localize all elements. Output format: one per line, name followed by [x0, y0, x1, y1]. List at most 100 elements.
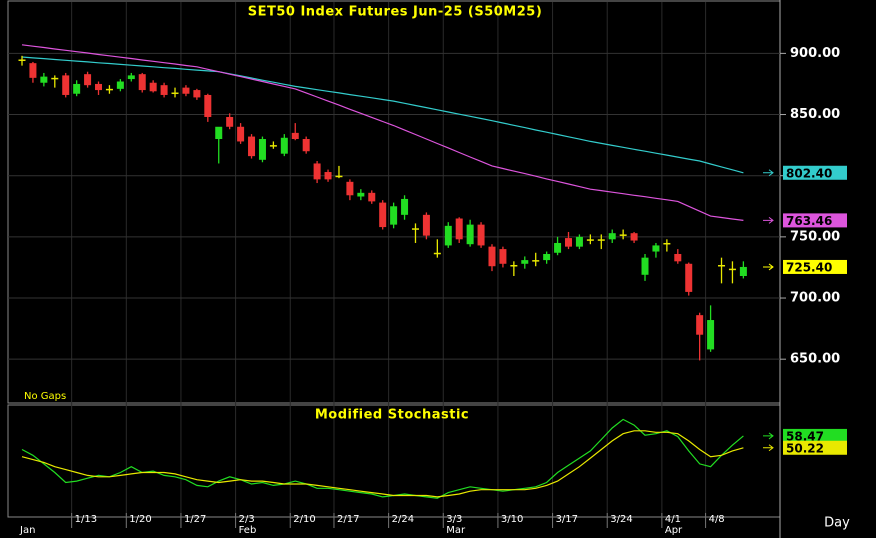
series-line — [21, 56, 744, 174]
candle-body — [29, 63, 37, 78]
x-month-label: Jan — [19, 525, 35, 536]
series-line — [21, 44, 744, 221]
candle-body — [215, 126, 223, 140]
candle-body — [685, 263, 693, 292]
candle-body — [313, 163, 321, 180]
candle-body — [193, 90, 201, 98]
last-value-label-box — [783, 428, 847, 443]
candle-body — [444, 225, 452, 246]
candle-body — [226, 116, 234, 127]
x-tick-label: 3/17 — [556, 514, 578, 525]
candle-body — [565, 238, 572, 247]
candle-body — [652, 245, 660, 252]
candle-body — [18, 59, 26, 61]
x-tick-label: 1/13 — [75, 514, 97, 525]
chart-title: SET50 Index Futures Jun-25 (S50M25) — [248, 5, 543, 20]
candle-body — [455, 218, 463, 240]
candle-body — [696, 315, 704, 335]
candle-body — [127, 75, 135, 80]
candle-body — [488, 246, 496, 267]
candle-body — [608, 233, 616, 240]
y-tick-label: 850.00 — [790, 107, 840, 122]
candle-body — [554, 242, 562, 253]
candle-body — [718, 264, 726, 267]
candle-body — [346, 181, 354, 196]
arrow — [763, 169, 774, 177]
x-tick-label: 2/24 — [392, 514, 414, 525]
candle-body — [335, 175, 343, 178]
y-tick-label: 750.00 — [790, 229, 840, 244]
candle-body — [84, 74, 92, 86]
candle-body — [51, 77, 59, 80]
x-tick-label: 4/8 — [709, 514, 725, 525]
stochastic-panel — [7, 404, 781, 518]
last-value-label-box — [783, 165, 847, 180]
candle-body — [291, 132, 299, 140]
candle-body — [95, 83, 103, 91]
x-tick-label: 2/3 — [239, 514, 255, 525]
x-tick-label: 3/10 — [501, 514, 523, 525]
last-value-label: 763.46 — [786, 214, 832, 228]
candle-body — [663, 242, 671, 245]
candle-body — [280, 137, 288, 154]
x-tick-label: 2/17 — [337, 514, 359, 525]
x-tick-label: 2/10 — [293, 514, 315, 525]
y-tick-label: 900.00 — [790, 46, 840, 61]
last-value-label-box — [783, 213, 847, 228]
x-tick-label: 4/1 — [665, 514, 681, 525]
candle-body — [597, 239, 605, 241]
x-tick-label: 3/3 — [446, 514, 462, 525]
candle-body — [466, 224, 474, 245]
candle-body — [379, 202, 387, 228]
candle-body — [499, 249, 507, 264]
candle-body — [105, 88, 113, 91]
candle-body — [302, 139, 310, 152]
arrow — [763, 432, 774, 440]
candle-body — [422, 214, 430, 236]
x-month-label: Feb — [239, 525, 257, 536]
series-line — [21, 430, 744, 498]
last-value-label: 802.40 — [786, 166, 832, 180]
candle-body — [160, 85, 168, 95]
last-value-label: 50.22 — [786, 441, 824, 455]
plot — [18, 44, 747, 499]
candle-body — [368, 192, 376, 202]
candle-body — [674, 253, 682, 262]
candle-body — [401, 198, 409, 215]
candle-body — [543, 253, 551, 261]
last-value-label: 58.47 — [786, 429, 824, 443]
candle-body — [641, 257, 649, 275]
candle-body — [73, 83, 81, 94]
last-close-label-box — [783, 259, 847, 274]
candle-body — [477, 224, 485, 246]
candle-body — [324, 172, 332, 180]
arrow — [763, 216, 774, 224]
arrow — [763, 444, 774, 452]
candle-body — [433, 252, 441, 255]
candle-body — [532, 260, 540, 262]
candle-body — [510, 264, 518, 267]
arrow — [763, 263, 774, 271]
candle-body — [138, 74, 146, 91]
x-tick-label: 1/20 — [129, 514, 151, 525]
candle-body — [182, 87, 190, 94]
candle-body — [586, 239, 594, 241]
x-month-label: Apr — [665, 525, 683, 536]
candle-body — [521, 260, 529, 264]
candle-body — [116, 81, 124, 89]
candle-body — [630, 233, 638, 241]
stochastic-title: Modified Stochastic — [315, 408, 469, 423]
candle-body — [575, 236, 583, 247]
x-axis-label: Day — [824, 516, 850, 531]
y-tick-label: 650.00 — [790, 352, 840, 367]
candle-body — [390, 206, 398, 225]
main-panel — [7, 0, 781, 404]
x-tick-label: 1/27 — [184, 514, 206, 525]
candle-body — [269, 145, 277, 147]
candle-body — [357, 192, 365, 197]
candle-body — [171, 92, 179, 95]
candle-body — [204, 94, 212, 117]
candle-body — [149, 82, 157, 92]
candle-body — [237, 126, 245, 142]
